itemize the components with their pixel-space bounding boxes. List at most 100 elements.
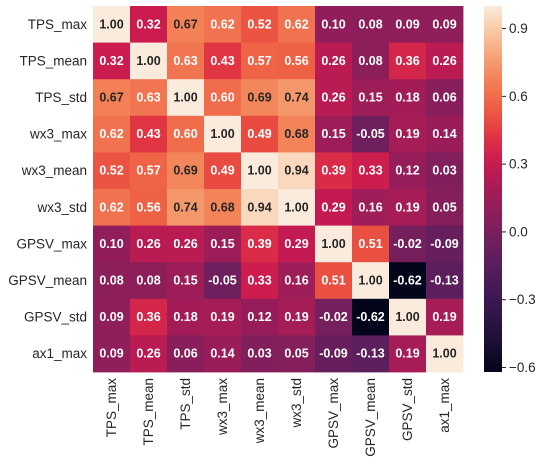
- heatmap-cell-GPSV_std-ax1_max: [426, 298, 464, 336]
- heatmap-cell-TPS_mean-ax1_max: [426, 42, 464, 80]
- cell-value-label: 0.67: [173, 17, 197, 31]
- colorbar: [484, 6, 502, 372]
- heatmap-cell-TPS_max-TPS_std: [167, 6, 205, 43]
- heatmap-cell-GPSV_std-TPS_mean: [130, 298, 168, 336]
- cell-value-label: 0.39: [321, 164, 345, 178]
- cell-value-label: 0.05: [432, 200, 456, 214]
- cell-value-label: 0.36: [395, 54, 419, 68]
- heatmap-cell-wx3_std-GPSV_std: [389, 189, 427, 226]
- cell-value-label: 0.26: [321, 91, 345, 105]
- heatmap-cell-GPSV_max-wx3_std: [278, 225, 316, 263]
- cell-value-label: 0.60: [210, 91, 234, 105]
- heatmap-cell-GPSV_max-TPS_max: [93, 225, 131, 263]
- row-tick-label: TPS_max: [28, 17, 88, 32]
- heatmap-cell-GPSV_max-GPSV_max: [315, 225, 353, 263]
- cell-value-label: 0.19: [395, 127, 419, 141]
- heatmap-cell-TPS_max-TPS_mean: [130, 6, 168, 43]
- heatmap-cell-GPSV_std-TPS_std: [167, 298, 205, 336]
- heatmap-cell-TPS_std-GPSV_std: [389, 79, 427, 117]
- heatmap-cell-GPSV_std-GPSV_mean: [352, 298, 390, 336]
- heatmap-cell-ax1_max-GPSV_mean: [352, 335, 390, 373]
- heatmap-cell-ax1_max-GPSV_max: [315, 335, 353, 373]
- cell-value-label: 0.08: [358, 54, 382, 68]
- heatmap-cell-wx3_mean-wx3_std: [278, 152, 316, 190]
- cell-value-label: 0.52: [99, 164, 123, 178]
- colorbar-tick-label: 0.9: [509, 21, 528, 36]
- cell-value-label: 0.67: [99, 91, 123, 105]
- cell-value-label: 0.29: [321, 200, 345, 214]
- heatmap-cell-TPS_max-wx3_std: [278, 6, 316, 43]
- cell-value-label: 1.00: [284, 200, 308, 214]
- heatmap-cell-TPS_max-GPSV_max: [315, 6, 353, 43]
- row-tick-label: GPSV_std: [24, 310, 87, 325]
- heatmap-cell-wx3_std-wx3_max: [204, 189, 242, 226]
- heatmap-cell-wx3_std-wx3_std: [278, 189, 316, 226]
- cell-value-label: 0.09: [432, 17, 456, 31]
- row-tick-label: GPSV_mean: [8, 273, 87, 288]
- heatmap-cell-TPS_mean-GPSV_max: [315, 42, 353, 80]
- heatmap-cell-GPSV_mean-wx3_mean: [241, 262, 279, 300]
- heatmap-cell-ax1_max-wx3_std: [278, 335, 316, 373]
- column-tick-label: TPS_std: [178, 378, 193, 430]
- colorbar-tick-labels: 0.9 0.6 0.3 0.0 −0.3 −0.6: [502, 21, 536, 375]
- cell-value-label: 0.18: [395, 91, 419, 105]
- cell-value-label: -0.05: [356, 127, 385, 141]
- heatmap-cell-ax1_max-TPS_max: [93, 335, 131, 373]
- heatmap-cell-TPS_mean-wx3_mean: [241, 42, 279, 80]
- cell-value-label: 0.49: [210, 164, 234, 178]
- row-tick-label: wx3_std: [36, 200, 87, 215]
- heatmap-cell-ax1_max-TPS_mean: [130, 335, 168, 373]
- heatmap-cell-GPSV_mean-GPSV_std: [389, 262, 427, 300]
- cell-value-label: 0.06: [173, 347, 197, 361]
- heatmap-cells: [93, 6, 464, 373]
- cell-value-label: 1.00: [395, 310, 419, 324]
- cell-value-label: 1.00: [247, 164, 271, 178]
- cell-value-label: 0.68: [210, 200, 234, 214]
- cell-value-label: -0.09: [319, 347, 348, 361]
- heatmap-cell-TPS_mean-wx3_std: [278, 42, 316, 80]
- cell-value-label: -0.02: [319, 310, 348, 324]
- cell-value-label: -0.05: [208, 274, 237, 288]
- cell-value-label: 1.00: [358, 274, 382, 288]
- cell-value-label: 0.15: [321, 127, 345, 141]
- column-tick-label: GPSV_mean: [363, 378, 378, 457]
- colorbar-tick-label: −0.3: [509, 292, 536, 307]
- cell-value-label: 0.94: [284, 164, 308, 178]
- cell-value-label: 0.19: [284, 310, 308, 324]
- heatmap-cell-TPS_std-TPS_std: [167, 79, 205, 117]
- heatmap-cell-wx3_mean-GPSV_max: [315, 152, 353, 190]
- cell-value-label: 0.69: [173, 164, 197, 178]
- heatmap-cell-wx3_mean-TPS_std: [167, 152, 205, 190]
- colorbar-tick-label: −0.6: [509, 360, 536, 375]
- heatmap-cell-GPSV_std-GPSV_max: [315, 298, 353, 336]
- cell-value-label: 0.12: [395, 164, 419, 178]
- cell-value-label: 0.09: [99, 310, 123, 324]
- cell-value-label: -0.62: [393, 274, 422, 288]
- heatmap-cell-TPS_mean-TPS_std: [167, 42, 205, 80]
- heatmap-cell-TPS_mean-GPSV_std: [389, 42, 427, 80]
- cell-value-label: 0.14: [210, 347, 234, 361]
- cell-value-label: 0.08: [99, 274, 123, 288]
- heatmap-cell-wx3_std-TPS_max: [93, 189, 131, 226]
- row-tick-label: ax1_max: [32, 346, 87, 361]
- heatmap-cell-ax1_max-ax1_max: [426, 335, 464, 373]
- column-tick-label: TPS_mean: [141, 378, 156, 446]
- cell-value-label: 0.62: [99, 127, 123, 141]
- heatmap-cell-TPS_max-GPSV_std: [389, 6, 427, 43]
- cell-value-label: -0.09: [430, 237, 459, 251]
- heatmap-cell-GPSV_max-GPSV_mean: [352, 225, 390, 263]
- heatmap-cell-GPSV_mean-TPS_mean: [130, 262, 168, 300]
- heatmap-cell-wx3_max-GPSV_max: [315, 115, 353, 153]
- heatmap-cell-TPS_std-wx3_max: [204, 79, 242, 117]
- colorbar-tick-label: 0.3: [509, 157, 528, 172]
- cell-value-label: 0.03: [432, 164, 456, 178]
- cell-value-label: 0.62: [99, 200, 123, 214]
- row-tick-label: GPSV_max: [16, 236, 87, 251]
- heatmap-cell-ax1_max-GPSV_std: [389, 335, 427, 373]
- cell-value-label: 0.16: [284, 274, 308, 288]
- cell-value-label: 0.10: [99, 237, 123, 251]
- heatmap-cell-wx3_mean-TPS_max: [93, 152, 131, 190]
- heatmap-cell-wx3_max-TPS_std: [167, 115, 205, 153]
- cell-value-label: 0.08: [136, 274, 160, 288]
- cell-value-label: 0.09: [99, 347, 123, 361]
